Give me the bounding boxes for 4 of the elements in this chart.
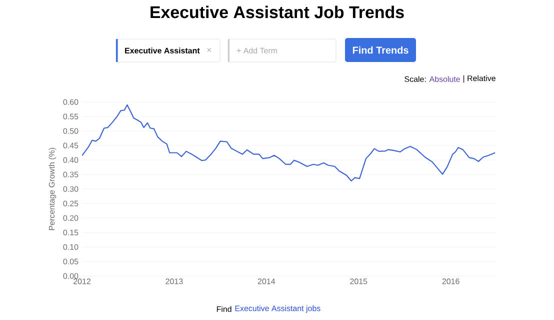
chart-title: Executive Assistant Job Trends: [150, 6, 404, 18]
text: Find Trends: [352, 46, 408, 54]
text: ×: [207, 48, 212, 52]
line-series: [82, 104, 496, 182]
